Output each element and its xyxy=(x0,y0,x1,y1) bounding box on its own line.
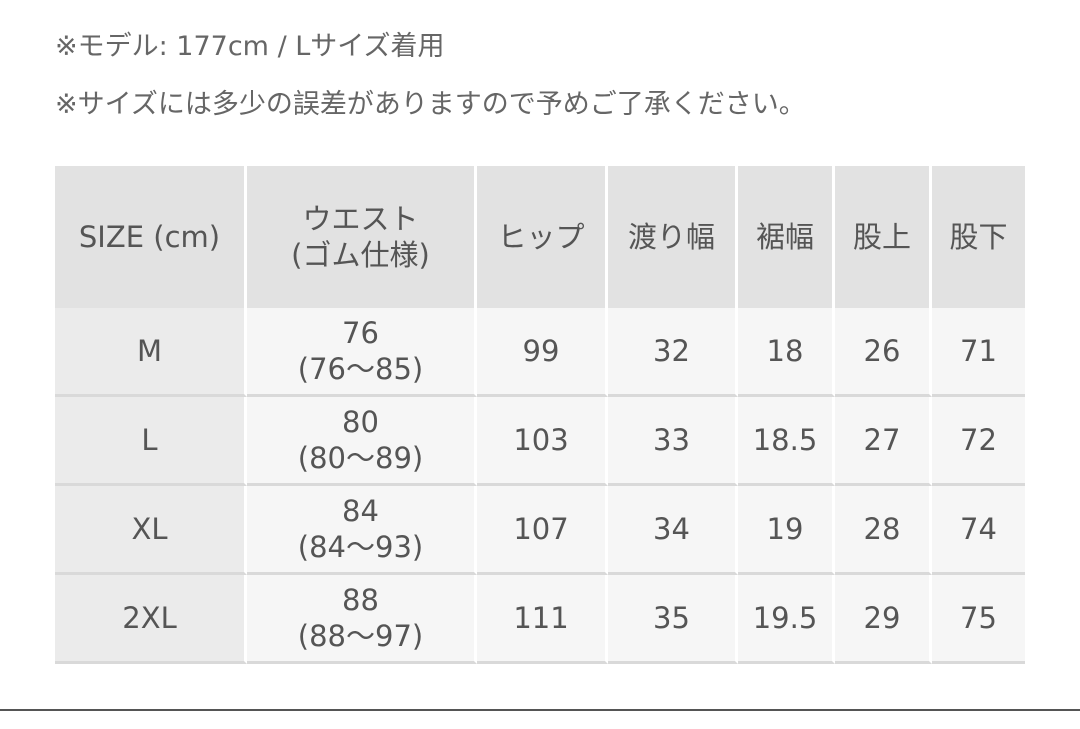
hem-width-cell: 18.5 xyxy=(738,397,835,486)
rise-cell: 27 xyxy=(835,397,932,486)
waist-range: (84〜93) xyxy=(297,530,424,564)
waist-cell: 80 (80〜89) xyxy=(247,397,477,486)
header-hem: 裾幅 xyxy=(738,166,835,308)
header-thigh: 渡り幅 xyxy=(608,166,738,308)
waist-value: 84 xyxy=(342,494,379,528)
waist-range: (80〜89) xyxy=(297,441,424,475)
table-row: L 80 (80〜89) 103 33 18.5 27 72 xyxy=(55,397,1025,486)
waist-cell: 76 (76〜85) xyxy=(247,308,477,397)
rise-cell: 28 xyxy=(835,486,932,575)
waist-cell: 84 (84〜93) xyxy=(247,486,477,575)
header-waist-label: ウエスト xyxy=(302,202,419,236)
size-disclaimer-note: ※サイズには多少の誤差がありますので予めご了承ください。 xyxy=(55,89,806,120)
thigh-width-cell: 34 xyxy=(608,486,738,575)
model-note: ※モデル: 177cm / Lサイズ着用 xyxy=(55,31,445,62)
hip-cell: 107 xyxy=(477,486,608,575)
hip-cell: 111 xyxy=(477,575,608,664)
inseam-cell: 71 xyxy=(932,308,1025,397)
waist-cell: 88 (88〜97) xyxy=(247,575,477,664)
size-cell: XL xyxy=(55,486,247,575)
header-hip: ヒップ xyxy=(477,166,608,308)
header-row: SIZE (cm) ウエスト (ゴム仕様) ヒップ 渡り幅 裾幅 股上 股下 xyxy=(55,166,1025,308)
table-row: XL 84 (84〜93) 107 34 19 28 74 xyxy=(55,486,1025,575)
header-rise: 股上 xyxy=(835,166,932,308)
header-size: SIZE (cm) xyxy=(55,166,247,308)
size-cell: L xyxy=(55,397,247,486)
size-cell: 2XL xyxy=(55,575,247,664)
waist-value: 76 xyxy=(342,316,379,350)
thigh-width-cell: 32 xyxy=(608,308,738,397)
rise-cell: 26 xyxy=(835,308,932,397)
inseam-cell: 72 xyxy=(932,397,1025,486)
table-row: 2XL 88 (88〜97) 111 35 19.5 29 75 xyxy=(55,575,1025,664)
hem-width-cell: 19 xyxy=(738,486,835,575)
header-waist-note: (ゴム仕様) xyxy=(291,238,430,272)
hem-width-cell: 19.5 xyxy=(738,575,835,664)
thigh-width-cell: 33 xyxy=(608,397,738,486)
divider xyxy=(0,709,1080,711)
header-waist: ウエスト (ゴム仕様) xyxy=(247,166,477,308)
waist-value: 88 xyxy=(342,583,379,617)
thigh-width-cell: 35 xyxy=(608,575,738,664)
inseam-cell: 75 xyxy=(932,575,1025,664)
waist-range: (76〜85) xyxy=(297,352,424,386)
waist-value: 80 xyxy=(342,405,379,439)
inseam-cell: 74 xyxy=(932,486,1025,575)
rise-cell: 29 xyxy=(835,575,932,664)
hem-width-cell: 18 xyxy=(738,308,835,397)
hip-cell: 99 xyxy=(477,308,608,397)
size-cell: M xyxy=(55,308,247,397)
waist-range: (88〜97) xyxy=(297,619,424,653)
table-row: M 76 (76〜85) 99 32 18 26 71 xyxy=(55,308,1025,397)
header-inseam: 股下 xyxy=(932,166,1025,308)
hip-cell: 103 xyxy=(477,397,608,486)
